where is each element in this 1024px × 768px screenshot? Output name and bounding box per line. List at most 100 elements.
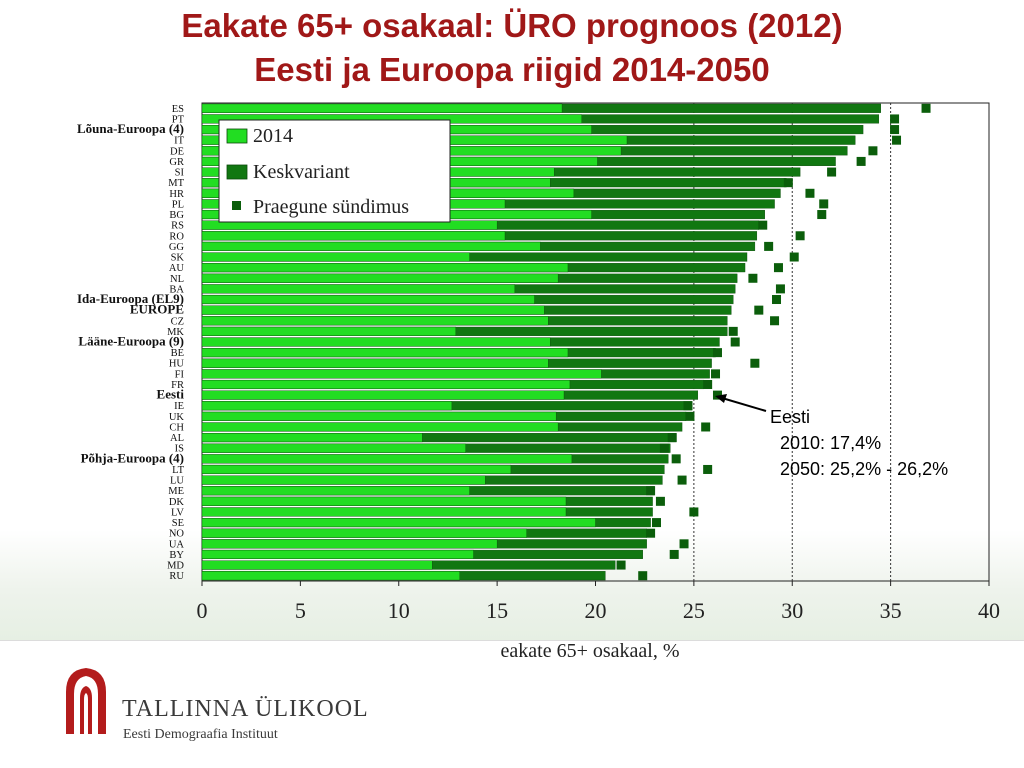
institution-name: TALLINNA ÜLIKOOL: [122, 696, 369, 722]
bar-2014: [201, 263, 569, 273]
category-label: BE: [171, 348, 184, 359]
category-label: IS: [175, 444, 184, 455]
bar-2014: [201, 252, 470, 262]
legend-marker-praegune: [232, 201, 241, 210]
point-praegune-sundimus: [868, 146, 878, 156]
category-label: Lõuna-Euroopa (4): [77, 121, 184, 136]
point-praegune-sundimus: [638, 571, 648, 581]
point-praegune-sundimus: [728, 326, 738, 336]
point-praegune-sundimus: [711, 369, 721, 379]
university-logo: [66, 668, 106, 734]
point-praegune-sundimus: [773, 263, 783, 273]
bar-2014: [201, 284, 516, 294]
category-label: BA: [169, 284, 184, 295]
eesti-annotation: Eesti 2010: 17,4% 2050: 25,2% - 26,2%: [770, 404, 948, 482]
category-label: LU: [170, 476, 184, 487]
point-praegune-sundimus: [667, 433, 677, 443]
bar-2014: [201, 433, 423, 443]
x-tick-label: 35: [880, 598, 902, 623]
bar-2014: [201, 443, 466, 453]
bar-2014: [201, 294, 535, 305]
bar-2014: [201, 337, 551, 347]
category-label: BY: [169, 550, 184, 561]
point-praegune-sundimus: [921, 103, 931, 113]
category-label: Ida-Euroopa (EL9): [77, 291, 184, 306]
x-tick-label: 25: [683, 598, 705, 623]
category-label: GG: [169, 242, 185, 253]
bar-2014: [201, 273, 559, 283]
category-label: Lääne-Euroopa (9): [78, 334, 184, 349]
x-axis-ticks: 0 5 10 15 20 25 30 35 40: [197, 581, 1000, 623]
category-label: PL: [172, 199, 184, 210]
bar-2014: [201, 358, 549, 368]
point-praegune-sundimus: [616, 560, 626, 570]
title-line-2: Eesti ja Euroopa riigid 2014-2050: [254, 51, 770, 88]
legend-swatch-2014: [226, 128, 248, 144]
point-praegune-sundimus: [712, 390, 722, 400]
bar-2014: [201, 390, 565, 400]
category-label: CH: [169, 422, 184, 433]
point-praegune-sundimus: [730, 337, 740, 347]
eesti-arrow: [715, 394, 767, 412]
category-label: NL: [170, 274, 184, 285]
x-tick-label: 30: [781, 598, 803, 623]
point-praegune-sundimus: [892, 135, 902, 145]
category-label: ME: [168, 486, 184, 497]
point-praegune-sundimus: [679, 539, 689, 549]
footer-divider: [0, 640, 1024, 641]
legend-box: [218, 119, 451, 223]
bar-2014: [201, 475, 486, 485]
bar-2014: [201, 316, 549, 326]
point-praegune-sundimus: [805, 188, 815, 198]
category-label: NO: [169, 529, 185, 540]
category-label: SI: [175, 168, 185, 179]
category-label: AL: [170, 433, 184, 444]
bar-2014: [201, 464, 512, 475]
bar-2014: [201, 486, 470, 496]
point-praegune-sundimus: [701, 422, 711, 432]
x-tick-label: 0: [197, 598, 208, 623]
point-praegune-sundimus: [819, 199, 829, 209]
category-label: FI: [175, 369, 185, 380]
bar-2014: [201, 422, 559, 432]
bar-2014: [201, 518, 596, 528]
point-praegune-sundimus: [795, 231, 805, 241]
bar-2014: [201, 326, 457, 336]
series-praegune-sundimus: [616, 103, 931, 581]
point-praegune-sundimus: [772, 295, 782, 305]
category-label: PT: [172, 114, 185, 125]
legend-swatch-keskvariant: [226, 164, 248, 180]
category-label: RO: [169, 231, 184, 242]
point-praegune-sundimus: [671, 454, 681, 464]
category-label: BG: [169, 210, 184, 221]
bar-2014: [201, 539, 498, 549]
category-label: LV: [171, 507, 184, 518]
category-label: Põhja-Euroopa (4): [81, 450, 184, 465]
legend-label-keskvariant: Keskvariant: [253, 161, 350, 183]
x-tick-label: 40: [978, 598, 1000, 623]
point-praegune-sundimus: [856, 156, 866, 166]
category-label: HU: [169, 359, 185, 370]
x-tick-label: 10: [388, 598, 410, 623]
point-praegune-sundimus: [685, 411, 695, 421]
point-praegune-sundimus: [646, 528, 656, 538]
category-label: UA: [169, 539, 185, 550]
annotation-line-2010: 2010: 17,4%: [780, 433, 882, 453]
x-tick-label: 5: [295, 598, 306, 623]
point-praegune-sundimus: [754, 305, 764, 315]
category-label: HR: [169, 189, 184, 200]
point-praegune-sundimus: [712, 348, 722, 358]
point-praegune-sundimus: [890, 114, 900, 124]
annotation-line-2050: 2050: 25,2% - 26,2%: [780, 459, 949, 479]
point-praegune-sundimus: [770, 316, 780, 326]
point-praegune-sundimus: [817, 210, 827, 220]
bar-2014: [201, 411, 557, 421]
point-praegune-sundimus: [750, 358, 760, 368]
category-label: IT: [174, 136, 184, 147]
point-praegune-sundimus: [748, 273, 758, 283]
bar-2014: [201, 369, 602, 379]
category-label: SE: [172, 518, 184, 529]
category-label: CZ: [171, 316, 184, 327]
point-praegune-sundimus: [827, 167, 837, 177]
